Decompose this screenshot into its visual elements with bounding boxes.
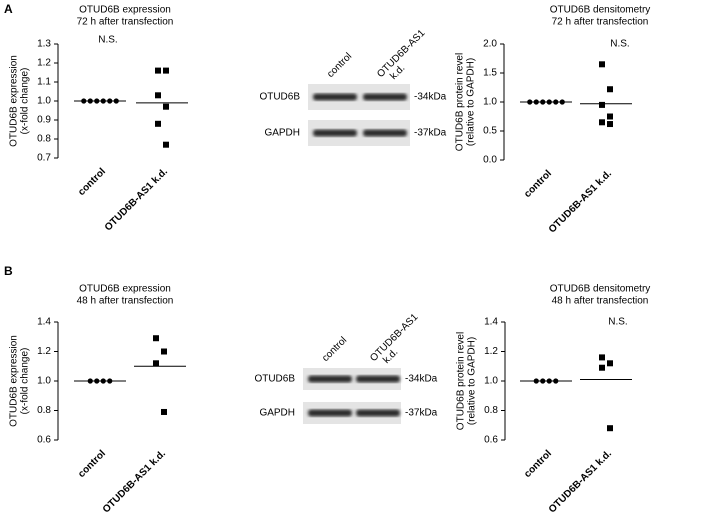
blot-band — [313, 129, 357, 137]
x-tick-label: control — [522, 168, 554, 200]
lane-label: control — [320, 335, 349, 364]
y-axis-label: (relative to GAPDH) — [466, 58, 477, 146]
data-point — [599, 61, 605, 68]
y-axis-label: (relative to GAPDH) — [467, 337, 478, 425]
annotation: N.S. — [610, 39, 629, 50]
data-point — [163, 103, 169, 110]
data-point — [163, 67, 169, 74]
y-tick-label: 0.9 — [37, 115, 51, 126]
data-point — [155, 67, 161, 74]
y-tick-label: 0.6 — [484, 435, 498, 446]
data-point — [607, 86, 613, 93]
chart-subtitle: 48 h after transfection — [77, 296, 174, 307]
protein-label: OTUD6B — [259, 92, 300, 103]
y-tick-label: 1.1 — [37, 77, 51, 88]
data-point — [155, 92, 161, 99]
annotation: N.S. — [608, 317, 627, 328]
y-tick-label: 1.5 — [483, 68, 497, 79]
x-tick-label: control — [76, 448, 108, 480]
data-point — [607, 360, 613, 367]
size-label: -34kDa — [414, 92, 447, 103]
panel-label: B — [4, 264, 13, 278]
chart-title: OTUD6B expression — [79, 284, 171, 295]
data-point — [153, 360, 159, 367]
protein-label: GAPDH — [259, 408, 295, 419]
data-point — [599, 101, 605, 108]
protein-label: GAPDH — [264, 128, 300, 139]
data-point — [607, 121, 613, 128]
data-point — [155, 120, 161, 127]
blot-band — [363, 93, 407, 101]
y-tick-label: 1.4 — [484, 317, 498, 328]
chart-title: OTUD6B expression — [79, 5, 171, 16]
chart-title: OTUD6B densitometry — [550, 284, 651, 295]
y-tick-label: 1.2 — [484, 346, 498, 357]
y-tick-label: 0.8 — [484, 405, 498, 416]
x-tick-label: control — [522, 448, 554, 480]
y-axis-label: OTUD6B protein revel — [456, 332, 467, 430]
x-tick-label: OTUD6B-AS1 k.d. — [103, 166, 170, 233]
data-point — [607, 113, 613, 120]
y-tick-label: 0.8 — [37, 134, 51, 145]
data-point — [599, 119, 605, 126]
chart-title: OTUD6B densitometry — [550, 5, 651, 16]
blot-band — [356, 409, 400, 417]
blot-band — [356, 375, 400, 383]
size-label: -34kDa — [405, 374, 438, 385]
blot-band — [308, 409, 352, 417]
data-point — [599, 364, 605, 371]
y-tick-label: 1.0 — [37, 96, 51, 107]
blot-band — [313, 93, 357, 101]
x-tick-label: OTUD6B-AS1 k.d. — [547, 168, 614, 235]
y-tick-label: 0.8 — [37, 405, 51, 416]
x-tick-label: OTUD6B-AS1 k.d. — [101, 448, 168, 515]
data-point — [161, 348, 167, 355]
y-axis-label: OTUD6B expression — [9, 335, 20, 427]
y-tick-label: 0.6 — [37, 435, 51, 446]
size-label: -37kDa — [414, 128, 447, 139]
y-tick-label: 1.2 — [37, 58, 51, 69]
blot-band — [363, 129, 407, 137]
data-point — [161, 408, 167, 415]
y-tick-label: 1.4 — [37, 317, 51, 328]
size-label: -37kDa — [405, 408, 438, 419]
panel-label: A — [4, 2, 13, 16]
y-axis-label: (x-fold change) — [20, 68, 31, 135]
blot-band — [308, 375, 352, 383]
y-tick-label: 2.0 — [483, 39, 497, 50]
y-axis-label: OTUD6B protein revel — [455, 53, 466, 151]
y-tick-label: 1.3 — [37, 39, 51, 50]
y-tick-label: 1.2 — [37, 346, 51, 357]
data-point — [163, 141, 169, 148]
chart-subtitle: 72 h after transfection — [77, 17, 174, 28]
lane-label: control — [325, 51, 354, 80]
chart-subtitle: 72 h after transfection — [552, 17, 649, 28]
x-tick-label: control — [76, 166, 108, 198]
y-axis-label: (x-fold change) — [20, 348, 31, 415]
chart-subtitle: 48 h after transfection — [552, 296, 649, 307]
protein-label: OTUD6B — [254, 374, 295, 385]
y-axis-label: OTUD6B expression — [9, 55, 20, 147]
y-tick-label: 0.7 — [37, 153, 51, 164]
y-tick-label: 1.0 — [483, 97, 497, 108]
y-tick-label: 1.0 — [484, 376, 498, 387]
y-tick-label: 0.5 — [483, 126, 497, 137]
annotation: N.S. — [98, 35, 117, 46]
y-tick-label: 0.0 — [483, 155, 497, 166]
data-point — [153, 335, 159, 342]
x-tick-label: OTUD6B-AS1 k.d. — [547, 448, 614, 515]
y-tick-label: 1.0 — [37, 376, 51, 387]
data-point — [607, 425, 613, 432]
data-point — [599, 354, 605, 361]
